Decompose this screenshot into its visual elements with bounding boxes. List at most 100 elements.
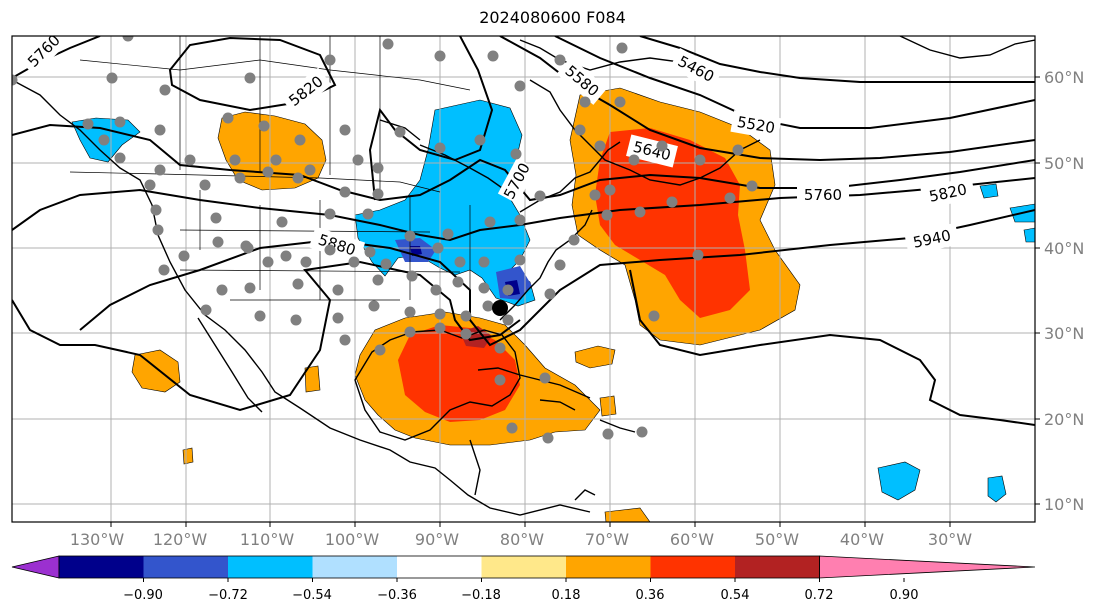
station-dot <box>304 164 316 176</box>
colorbar-segment <box>59 556 144 578</box>
station-dot <box>514 80 526 92</box>
colorbar-tick-label: −0.90 <box>123 588 163 603</box>
station-dot <box>628 154 640 166</box>
station-dot <box>324 244 336 256</box>
station-dot <box>636 426 648 438</box>
longitude-labels: 130°W 120°W 110°W 100°W 90°W 80°W 70°W 6… <box>70 530 972 549</box>
height-contours <box>12 36 1035 426</box>
station-dot <box>339 186 351 198</box>
lon-label: 130°W <box>70 530 125 549</box>
station-dot <box>339 334 351 346</box>
station-dot <box>656 140 668 152</box>
colorbar-tick-labels: −0.90 −0.72 −0.54 −0.36 −0.18 0.18 0.36 … <box>123 588 918 603</box>
station-dot <box>262 166 274 178</box>
colorbar-tick-label: −0.18 <box>461 588 501 603</box>
station-dot <box>432 242 444 254</box>
station-dot <box>666 196 678 208</box>
station-dot <box>82 118 94 130</box>
colorbar-segment <box>228 556 313 578</box>
station-dot <box>106 72 118 84</box>
lon-label: 30°W <box>928 530 972 549</box>
station-dot <box>554 259 566 271</box>
station-dot <box>372 162 384 174</box>
station-dot <box>502 314 514 326</box>
station-dot <box>300 256 312 268</box>
station-dot <box>634 206 646 218</box>
station-dot <box>434 142 446 154</box>
station-dot <box>694 154 706 166</box>
station-dot <box>380 258 392 270</box>
station-dot <box>594 140 606 152</box>
station-dot <box>244 72 256 84</box>
colorbar-tick-label: 0.54 <box>721 588 750 603</box>
station-dot <box>506 422 518 434</box>
station-dot <box>404 326 416 338</box>
station-dot <box>280 250 292 262</box>
contour-label: 5760 <box>804 186 842 204</box>
station-dot <box>352 154 364 166</box>
station-dot <box>262 256 274 268</box>
station-dot <box>292 172 304 184</box>
station-dot <box>648 310 660 322</box>
lat-label: 30°N <box>1044 324 1084 343</box>
station-dot <box>210 212 222 224</box>
colorbar-segment <box>481 556 566 578</box>
station-dot <box>544 288 556 300</box>
station-dot <box>159 84 171 96</box>
station-dot <box>114 116 126 128</box>
station-dot <box>434 50 446 62</box>
station-dot <box>494 374 506 386</box>
station-dot <box>534 190 546 202</box>
colorbar-tick-label: 0.18 <box>552 588 581 603</box>
colorbar-tick-label: 0.72 <box>805 588 834 603</box>
lat-label: 10°N <box>1044 495 1084 514</box>
station-dot <box>482 300 494 312</box>
station-dot <box>692 249 704 261</box>
graticule <box>12 36 1035 522</box>
colorbar-segment <box>397 556 482 578</box>
lon-label: 100°W <box>325 530 380 549</box>
station-dot <box>478 282 490 294</box>
lon-label: 50°W <box>755 530 799 549</box>
map-title: 2024080600 F084 <box>479 8 626 27</box>
station-dot <box>514 214 526 226</box>
station-dot <box>150 204 162 216</box>
lon-label: 90°W <box>415 530 459 549</box>
station-dot <box>324 54 336 66</box>
station-dot <box>574 124 586 136</box>
station-dot <box>158 264 170 276</box>
station-dot <box>614 96 626 108</box>
lat-label: 50°N <box>1044 154 1084 173</box>
station-dot <box>478 256 490 268</box>
station-dot <box>442 228 454 240</box>
station-dot <box>292 278 304 290</box>
station-dot <box>114 152 126 164</box>
station-dot <box>542 432 554 444</box>
station-dot <box>270 154 282 166</box>
station-dot <box>404 306 416 318</box>
station-dot <box>484 216 496 228</box>
lon-label: 110°W <box>240 530 295 549</box>
colorbar-tick-label: 0.90 <box>890 588 919 603</box>
colorbar-tick-label: −0.72 <box>208 588 248 603</box>
station-dot <box>244 282 256 294</box>
station-dot <box>154 124 166 136</box>
positive-anomaly-small <box>131 345 651 522</box>
station-dot <box>332 284 344 296</box>
station-dot <box>234 172 246 184</box>
highlight-marker <box>492 300 508 316</box>
station-dot <box>394 126 406 138</box>
colorbar-segment <box>566 556 651 578</box>
station-dot <box>732 144 744 156</box>
station-dot <box>579 96 591 108</box>
station-dot <box>229 154 241 166</box>
colorbar-segment <box>735 556 820 578</box>
station-dot <box>98 134 110 146</box>
station-dot <box>616 42 628 54</box>
colorbar-outline <box>58 555 820 579</box>
station-dot <box>294 134 306 146</box>
colorbar-segment <box>11 555 60 579</box>
station-dot <box>554 54 566 66</box>
station-dot <box>568 234 580 246</box>
coastlines <box>12 36 1035 516</box>
